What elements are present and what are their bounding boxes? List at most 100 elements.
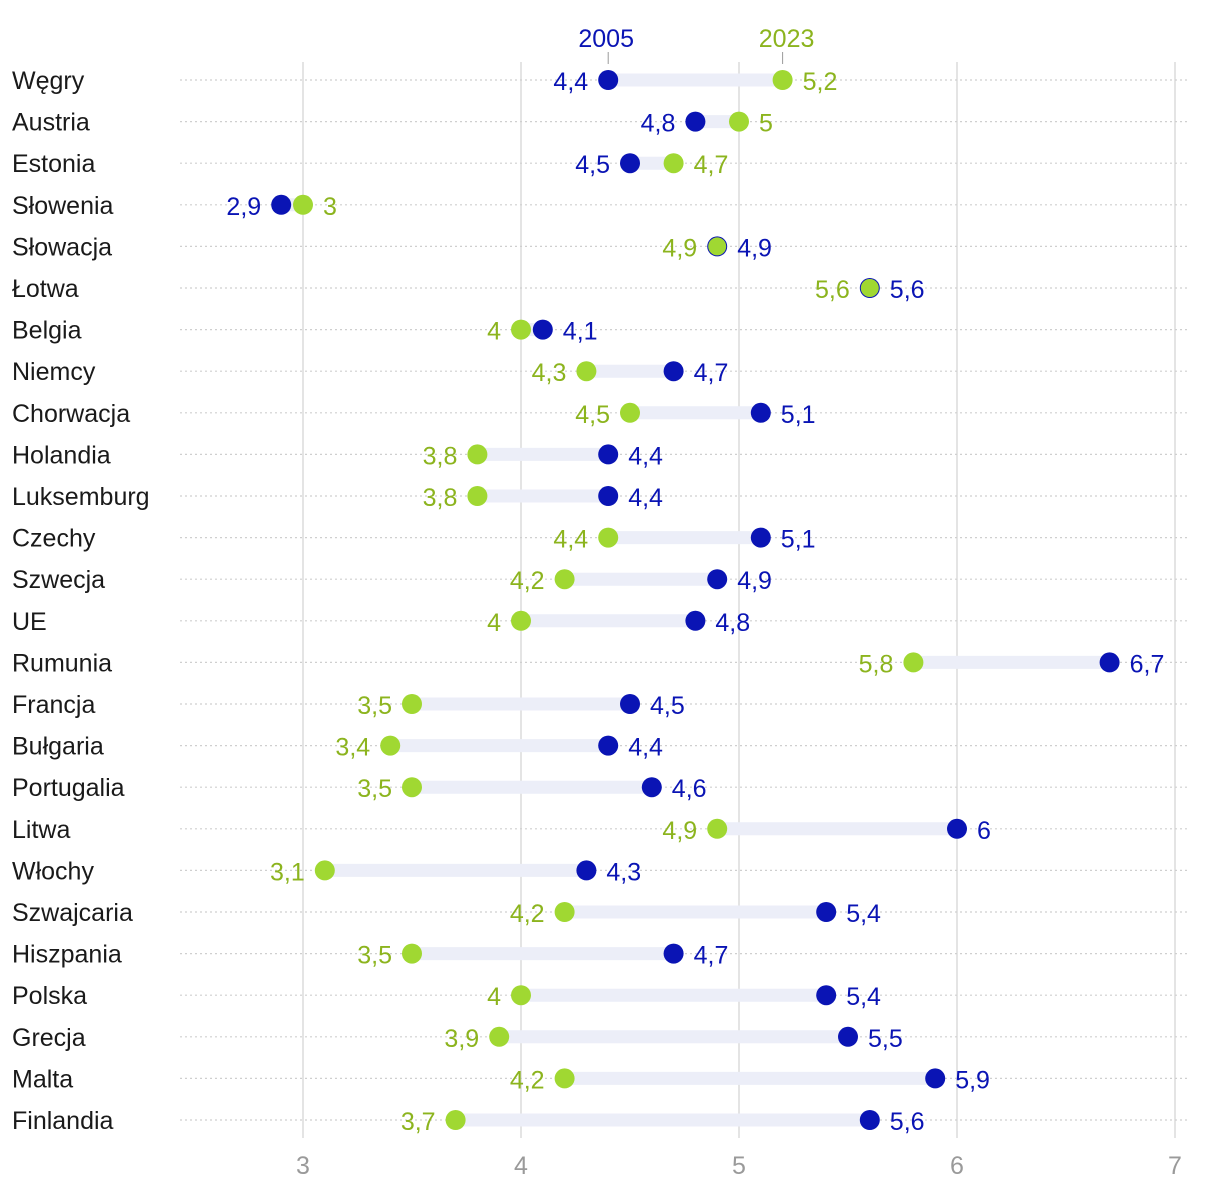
country-label: Austria bbox=[12, 109, 90, 137]
value-label: 4,1 bbox=[563, 318, 598, 346]
dot-2023 bbox=[576, 361, 597, 382]
value-label: 4,8 bbox=[641, 110, 676, 138]
country-label: Estonia bbox=[12, 150, 95, 178]
value-label: 5,4 bbox=[846, 900, 881, 928]
value-label: 4,3 bbox=[532, 359, 567, 387]
dot-2023 bbox=[467, 444, 488, 465]
dot-2005 bbox=[271, 194, 292, 215]
value-label: 4,9 bbox=[662, 817, 697, 845]
dot-2023 bbox=[554, 569, 575, 590]
dot-2023 bbox=[663, 153, 684, 174]
value-label: 4,7 bbox=[694, 359, 729, 387]
value-label: 5,4 bbox=[846, 983, 881, 1011]
value-label: 4,8 bbox=[715, 609, 750, 637]
country-label: Grecja bbox=[12, 1024, 86, 1052]
dot-2023 bbox=[511, 319, 531, 340]
value-label: 5,1 bbox=[781, 526, 816, 554]
dot-2023 bbox=[314, 860, 335, 881]
country-label: Słowenia bbox=[12, 192, 114, 220]
country-label: Finlandia bbox=[12, 1107, 114, 1135]
country-label: Hiszpania bbox=[12, 941, 122, 969]
dot-2023 bbox=[511, 610, 531, 631]
x-tick-label: 3 bbox=[296, 1152, 310, 1180]
value-label: 4,6 bbox=[672, 775, 707, 803]
country-label: Słowacja bbox=[12, 233, 112, 261]
x-tick-label: 6 bbox=[950, 1152, 964, 1180]
value-label: 4,9 bbox=[662, 234, 697, 262]
dot-2005 bbox=[859, 1110, 880, 1130]
dot-2005 bbox=[1099, 652, 1120, 673]
value-label: 3,5 bbox=[357, 775, 392, 803]
dot-2005 bbox=[947, 818, 967, 839]
value-label: 4,7 bbox=[694, 151, 729, 179]
value-label: 4,2 bbox=[510, 1066, 545, 1094]
value-label: 3,1 bbox=[270, 858, 305, 886]
dot-2023 bbox=[903, 652, 924, 673]
value-label: 4,9 bbox=[737, 234, 772, 262]
dot-2005 bbox=[663, 943, 684, 964]
country-label: Portugalia bbox=[12, 774, 125, 802]
dot-2023 bbox=[380, 735, 401, 756]
dot-2023 bbox=[293, 194, 313, 215]
value-label: 4 bbox=[487, 318, 501, 346]
country-label: UE bbox=[12, 608, 47, 636]
value-label: 3,8 bbox=[423, 484, 458, 512]
dot-2005 bbox=[598, 735, 619, 756]
dot-2005 bbox=[598, 444, 619, 465]
x-tick-label: 4 bbox=[514, 1152, 528, 1180]
country-label: Polska bbox=[12, 982, 87, 1010]
dot-2005 bbox=[707, 569, 728, 590]
value-label: 4,4 bbox=[628, 442, 663, 470]
dot-2005 bbox=[576, 860, 597, 881]
value-label: 3,7 bbox=[401, 1108, 436, 1136]
dot-2023 bbox=[707, 818, 728, 839]
country-label: Węgry bbox=[12, 67, 85, 95]
dot-2005 bbox=[925, 1068, 946, 1089]
dot-2005 bbox=[532, 319, 553, 340]
dot-2023 bbox=[729, 111, 749, 132]
dot-2023 bbox=[708, 237, 727, 256]
value-label: 4,3 bbox=[606, 858, 641, 886]
dot-2023 bbox=[445, 1110, 466, 1130]
value-label: 6,7 bbox=[1130, 650, 1165, 678]
country-label: Bułgaria bbox=[12, 733, 104, 761]
dot-2005 bbox=[598, 70, 619, 90]
value-label: 3 bbox=[323, 193, 337, 221]
dot-2023 bbox=[772, 70, 793, 90]
dot-2023 bbox=[489, 1026, 510, 1047]
dot-2005 bbox=[685, 610, 706, 631]
dot-2005 bbox=[685, 111, 706, 132]
value-label: 4,5 bbox=[575, 401, 610, 429]
value-label: 5,6 bbox=[890, 1108, 925, 1136]
value-label: 5,2 bbox=[803, 68, 838, 96]
value-label: 4,5 bbox=[575, 151, 610, 179]
dot-2023 bbox=[511, 985, 531, 1006]
value-label: 4,4 bbox=[628, 484, 663, 512]
value-label: 4,2 bbox=[510, 900, 545, 928]
x-tick-label: 7 bbox=[1168, 1152, 1182, 1180]
country-label: Rumunia bbox=[12, 649, 112, 677]
value-label: 4,7 bbox=[694, 942, 729, 970]
dot-2023 bbox=[402, 777, 422, 798]
value-label: 3,5 bbox=[357, 692, 392, 720]
value-label: 5,8 bbox=[859, 650, 894, 678]
value-label: 5,9 bbox=[955, 1066, 990, 1094]
value-label: 4,9 bbox=[737, 567, 772, 595]
country-label: Belgia bbox=[12, 317, 82, 345]
dot-2005 bbox=[816, 985, 837, 1006]
value-label: 4 bbox=[487, 983, 501, 1011]
country-label: Chorwacja bbox=[12, 400, 130, 428]
dot-2005 bbox=[750, 402, 771, 423]
legend-2023: 2023 bbox=[759, 25, 815, 53]
dot-2005 bbox=[838, 1026, 858, 1047]
dot-2023 bbox=[620, 402, 640, 423]
value-label: 4 bbox=[487, 609, 501, 637]
country-label: Francja bbox=[12, 691, 95, 719]
legend-2005: 2005 bbox=[578, 25, 634, 53]
country-label: Litwa bbox=[12, 816, 70, 844]
value-label: 4,4 bbox=[553, 68, 588, 96]
dot-2005 bbox=[641, 777, 662, 798]
country-label: Czechy bbox=[12, 525, 96, 553]
